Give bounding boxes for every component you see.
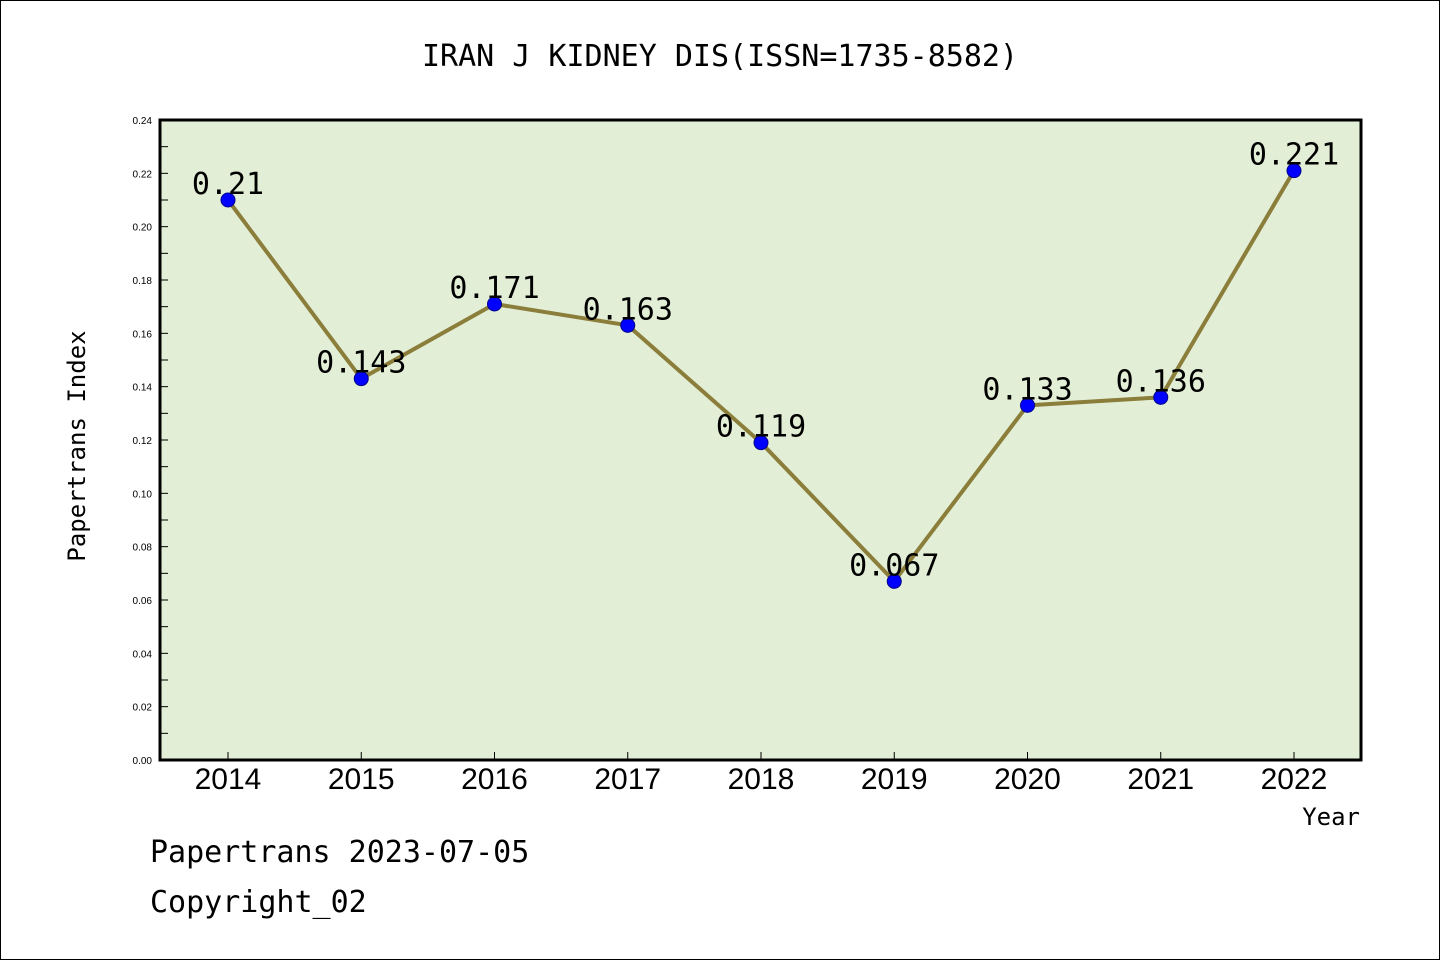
- series-layer: 0.21 0.143 0.171 0.163 0.119 0.067 0.133 0.136 0…: [192, 138, 1339, 589]
- x-tick-label: 2019: [861, 763, 928, 796]
- x-axis-label: Year: [1302, 803, 1360, 831]
- x-tick-label: 2021: [1127, 763, 1194, 796]
- y-axis-label: Papertrans Index: [63, 330, 91, 561]
- data-point: [220, 192, 236, 208]
- data-label: 0.163: [583, 292, 673, 327]
- y-tick-label: 0.04: [133, 649, 153, 660]
- data-point: [487, 296, 502, 312]
- footer-copyright: Copyright_02: [150, 885, 367, 920]
- y-tick-label: 0.16: [133, 329, 153, 340]
- data-label: 0.21: [192, 167, 264, 202]
- data-label: 0.133: [982, 372, 1072, 407]
- y-tick-label: 0.08: [133, 543, 153, 554]
- y-tick-label: 0.18: [133, 276, 153, 287]
- data-point: [1286, 163, 1302, 179]
- y-tick-label: 0.10: [133, 489, 153, 500]
- data-point: [620, 317, 636, 333]
- data-label: 0.221: [1249, 138, 1339, 173]
- y-tick-label: 0.12: [133, 436, 153, 447]
- data-point: [753, 435, 769, 451]
- data-label: 0.143: [316, 346, 406, 381]
- data-label: 0.067: [849, 548, 939, 583]
- x-tick-label: 2016: [461, 763, 528, 796]
- data-label: 0.136: [1116, 364, 1206, 399]
- data-point: [1153, 389, 1169, 405]
- footer-source: Papertrans 2023-07-05: [150, 835, 530, 870]
- y-tick-label: 0.20: [133, 223, 153, 234]
- y-axis: 0.00 0.02 0.04 0.06 0.08 0.10 0.12 0.14 0.16 0.18…: [133, 116, 168, 767]
- data-point: [353, 371, 369, 387]
- y-tick-label: 0.24: [133, 116, 153, 127]
- x-tick-label: 2014: [195, 763, 262, 796]
- x-tick-label: 2018: [728, 763, 795, 796]
- y-tick-label: 0.00: [133, 756, 153, 767]
- data-point: [1020, 397, 1035, 413]
- data-label: 0.171: [449, 271, 539, 306]
- x-tick-label: 2020: [994, 763, 1061, 796]
- y-tick-label: 0.02: [133, 703, 153, 714]
- x-axis: 2014 2015 2016 2017 2018 2019 2020 2021 2022: [195, 752, 1328, 796]
- x-tick-label: 2015: [328, 763, 395, 796]
- y-tick-label: 0.14: [133, 383, 153, 394]
- y-tick-label: 0.22: [133, 169, 153, 180]
- data-point: [886, 573, 902, 589]
- y-tick-label: 0.06: [133, 596, 153, 607]
- x-tick-label: 2017: [594, 763, 661, 796]
- chart-title: IRAN J KIDNEY DIS(ISSN=1735-8582): [422, 39, 1018, 74]
- data-label: 0.119: [716, 410, 806, 445]
- x-tick-label: 2022: [1261, 763, 1328, 796]
